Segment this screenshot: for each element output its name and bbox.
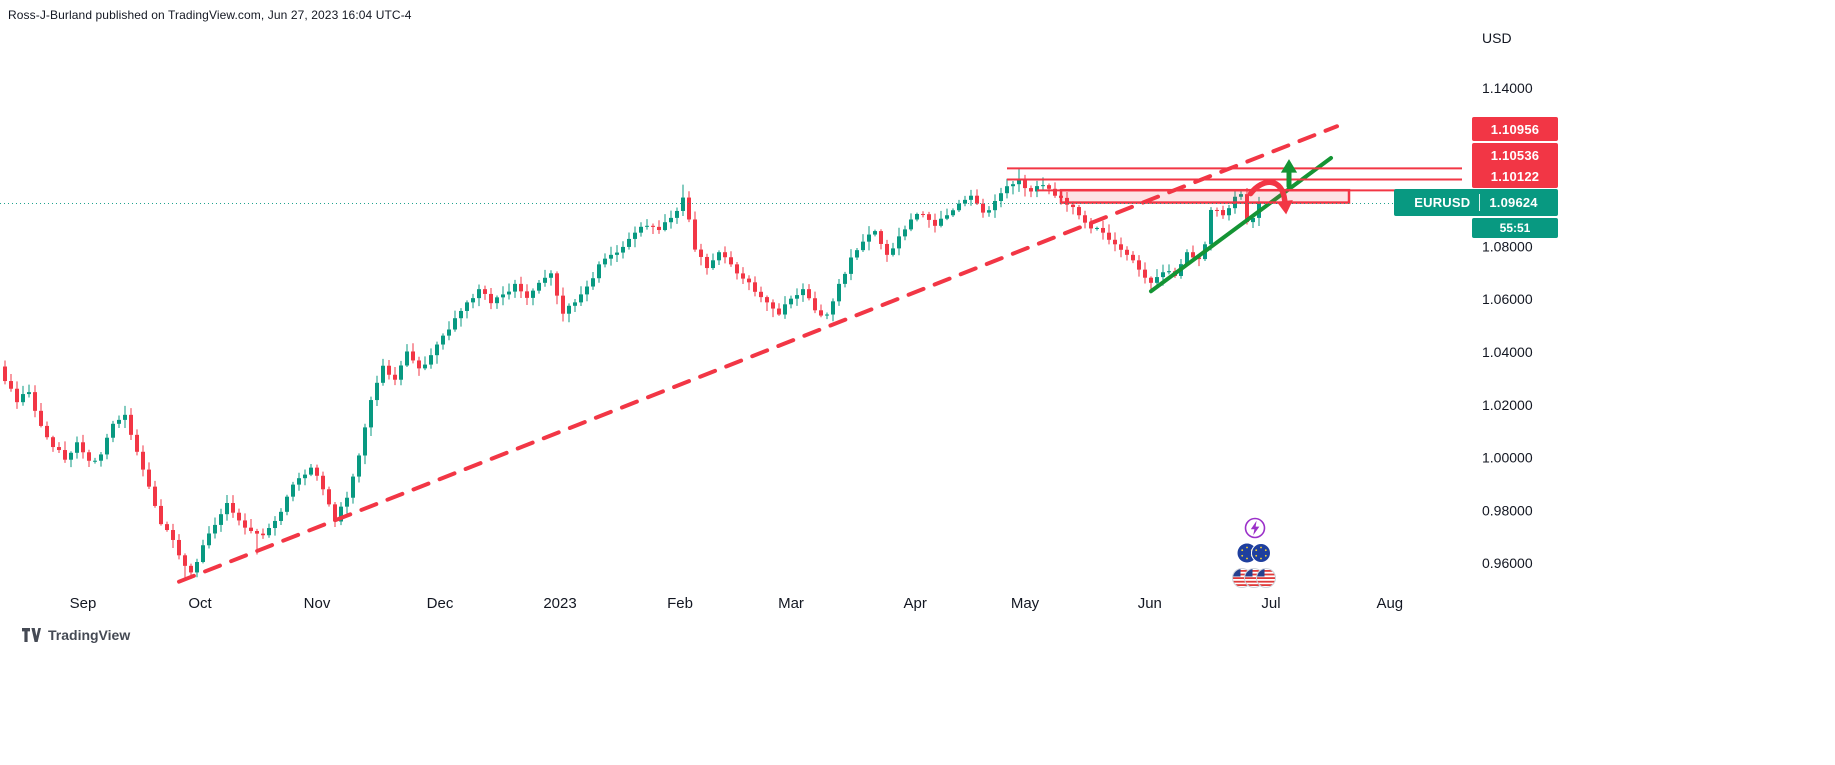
resistance-lines[interactable]: [1007, 167, 1462, 192]
price-tick-label: 1.00000: [1482, 450, 1533, 466]
reaction-lightning-icon[interactable]: [1244, 517, 1266, 539]
month-label-Jun: Jun: [1138, 595, 1162, 612]
symbol-name: EURUSD: [1414, 195, 1471, 210]
resistance-price-badge-2[interactable]: 1.10536: [1472, 143, 1558, 167]
resistance-price-badge-3[interactable]: 1.10122: [1472, 164, 1558, 188]
badge-divider: [1479, 194, 1481, 211]
price-tick-label: 1.02000: [1482, 397, 1533, 413]
price-tick-label: 1.14000: [1482, 80, 1533, 96]
candles-layer: [3, 168, 1261, 581]
attribution-text: Ross-J-Burland published on TradingView.…: [8, 8, 412, 22]
month-label-Apr: Apr: [904, 595, 927, 612]
reaction-us-flags-icon[interactable]: [1230, 567, 1280, 589]
month-label-Dec: Dec: [427, 595, 454, 612]
price-tick-label: 1.08000: [1482, 238, 1533, 254]
month-label-May: May: [1011, 595, 1040, 612]
june-rising-trendline[interactable]: [1149, 155, 1333, 294]
red-curved-down-arrow[interactable]: [1247, 179, 1293, 215]
price-tick-label: 0.98000: [1482, 502, 1533, 518]
quote-currency-label: USD: [1482, 30, 1512, 46]
symbol-last-price-badge[interactable]: EURUSD 1.09624: [1394, 189, 1558, 216]
resistance-price-badge-1[interactable]: 1.10956: [1472, 117, 1558, 141]
month-label-Jul: Jul: [1261, 595, 1280, 612]
reaction-icons: [1230, 517, 1280, 589]
month-label-Aug: Aug: [1376, 595, 1403, 612]
month-label-2023: 2023: [543, 595, 576, 612]
month-label-Nov: Nov: [304, 595, 331, 612]
price-tick-label: 1.06000: [1482, 291, 1533, 307]
tradingview-logo-mark: [22, 628, 41, 642]
tradingview-logo-text: TradingView: [48, 627, 131, 643]
green-up-arrow[interactable]: [1280, 159, 1298, 189]
month-label-Feb: Feb: [667, 595, 693, 612]
month-label-Sep: Sep: [70, 595, 97, 612]
tradingview-logo[interactable]: TradingView: [22, 627, 130, 643]
reaction-eu-flags-icon[interactable]: [1235, 542, 1275, 564]
price-tick-labels: 1.14000 1.08000 1.06000 1.04000 1.02000 1.000…: [1482, 80, 1533, 571]
price-tick-label: 0.96000: [1482, 555, 1533, 571]
bar-countdown-badge: 55:51: [1472, 218, 1558, 238]
month-label-Mar: Mar: [778, 595, 804, 612]
price-tick-label: 1.04000: [1482, 344, 1533, 360]
last-price-value: 1.09624: [1489, 195, 1538, 210]
month-labels: Sep Oct Nov Dec 2023 Feb Mar Apr May Jun Jul Aug: [70, 595, 1404, 612]
supply-zone-box[interactable]: [1059, 188, 1351, 204]
month-label-Oct: Oct: [188, 595, 212, 612]
